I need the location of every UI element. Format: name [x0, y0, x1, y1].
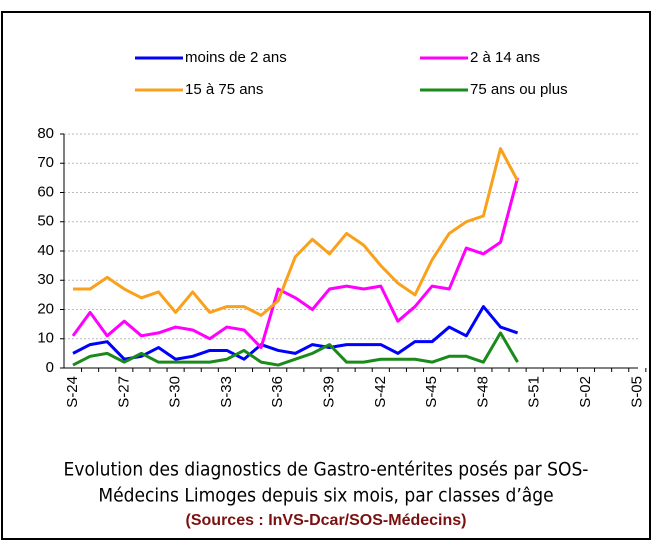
caption-line: Evolution des diagnostics de Gastro-enté…: [64, 459, 589, 481]
x-tick-label: S-48: [474, 376, 491, 408]
x-tick-label: S-51: [526, 376, 543, 408]
legend-label: moins de 2 ans: [185, 49, 287, 66]
x-tick-label: S-02: [577, 376, 594, 408]
series-line: [72, 331, 519, 367]
legend-label: 2 à 14 ans: [470, 49, 540, 66]
y-tick-label: 70: [37, 154, 54, 171]
y-tick-label: 20: [37, 300, 54, 317]
y-tick-label: 80: [37, 125, 54, 142]
x-tick-label: S-42: [372, 376, 389, 408]
series-line: [71, 177, 520, 350]
y-tick-label: 60: [37, 183, 54, 200]
x-tick-label: S-27: [115, 376, 132, 408]
source: (Sources : InVS-Dcar/SOS-Médecins): [186, 512, 467, 529]
y-tick-label: 10: [37, 330, 54, 347]
y-tick-label: 0: [46, 359, 54, 376]
y-tick-label: 50: [37, 213, 54, 230]
x-tick-label: S-24: [64, 376, 81, 408]
x-tick-label: S-45: [423, 376, 440, 408]
x-tick-label: S-36: [269, 376, 286, 408]
legend-label: 15 à 75 ans: [185, 81, 263, 98]
legend-label: 75 ans ou plus: [470, 81, 568, 98]
frame: [1, 11, 651, 540]
y-tick-label: 40: [37, 242, 54, 259]
series-line: [73, 147, 519, 317]
x-tick-label: S-39: [320, 376, 337, 408]
x-tick-label: S-33: [218, 376, 235, 408]
x-tick-label: S-30: [167, 376, 184, 408]
x-tick-label: S-05: [628, 376, 645, 408]
caption-line: Médecins Limoges depuis six mois, par cl…: [98, 485, 553, 507]
series-line: [72, 305, 519, 361]
y-tick-label: 30: [37, 271, 54, 288]
